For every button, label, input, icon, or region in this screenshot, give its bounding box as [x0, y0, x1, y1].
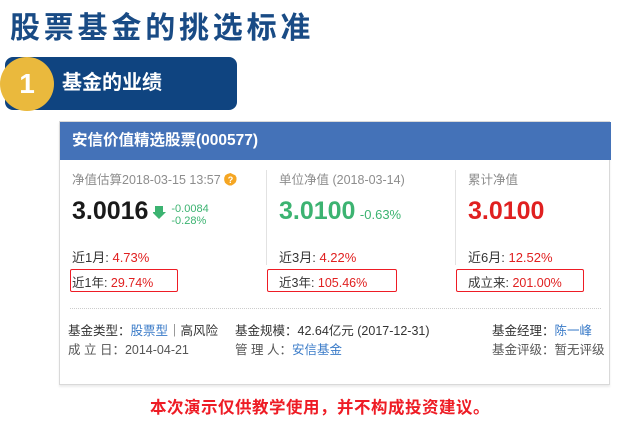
- svg-text:?: ?: [228, 175, 234, 185]
